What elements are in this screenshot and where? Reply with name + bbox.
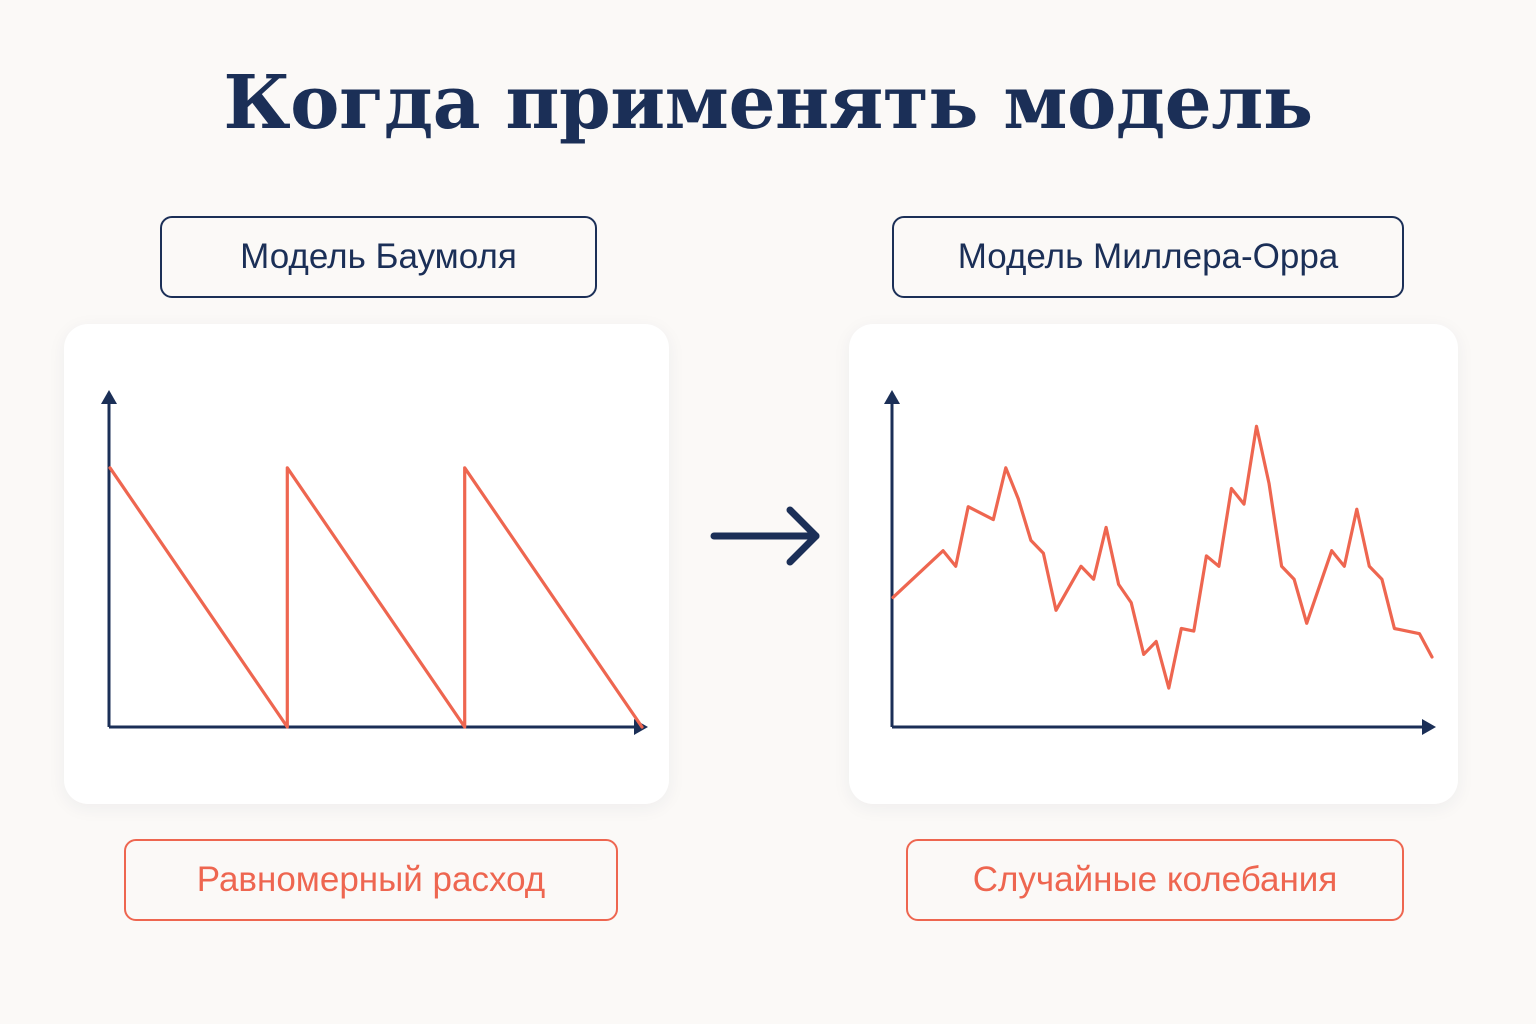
baumol-chart-series-line — [108, 466, 644, 729]
miller-orr-model-label: Модель Миллера-Орра — [892, 216, 1404, 298]
uniform-spending-caption: Равномерный расход — [124, 839, 618, 921]
miller-orr-chart-x-axis-arrowhead — [1422, 719, 1436, 735]
baumol-chart-card — [64, 324, 669, 804]
baumol-chart-y-axis-arrowhead — [101, 390, 117, 404]
miller-orr-chart — [884, 390, 1436, 735]
page-title: Когда применять модель — [223, 60, 1313, 146]
baumol-chart — [101, 390, 648, 735]
miller-orr-chart-series-line — [891, 424, 1434, 690]
miller-orr-chart-card — [849, 324, 1458, 804]
right-arrow-icon — [710, 506, 820, 566]
random-fluctuations-caption: Случайные колебания — [906, 839, 1404, 921]
baumol-model-label: Модель Баумоля — [160, 216, 597, 298]
miller-orr-chart-y-axis-arrowhead — [884, 390, 900, 404]
